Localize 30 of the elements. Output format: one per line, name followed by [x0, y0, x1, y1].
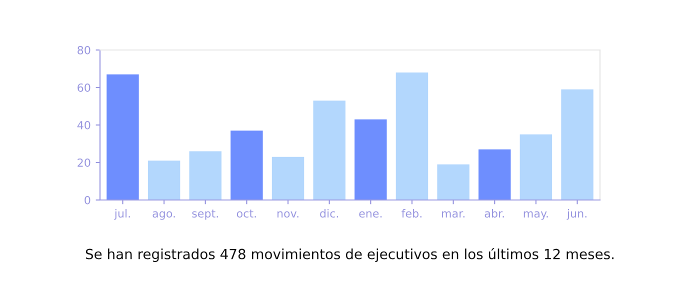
x-tick-label: nov. [277, 211, 298, 218]
text: Se han registrados 478 movimientos de ejecutivos en los últimos 12 meses. [86, 248, 614, 262]
bar [189, 151, 222, 200]
x-tick-label: feb. [402, 209, 422, 218]
x-tick-label: ago. [152, 211, 175, 220]
y-tick-label: 0 [84, 196, 90, 204]
x-tick-label: jun. [566, 209, 586, 220]
x-tick-label: sept. [192, 210, 218, 220]
x-tick-label: jul. [114, 209, 130, 220]
bar [561, 89, 594, 200]
x-tick-label: oct. [236, 210, 256, 218]
bar [396, 72, 428, 200]
bar [148, 160, 180, 200]
bar [354, 119, 387, 200]
y-tick-label: 40 [77, 120, 90, 130]
x-tick-label: mar. [442, 211, 464, 218]
y-tick-label: 60 [78, 83, 90, 92]
y-tick-label: 20 [78, 158, 90, 167]
x-tick-label: dic. [320, 209, 338, 218]
bar [106, 74, 139, 200]
bar [478, 149, 511, 200]
bar [437, 164, 470, 200]
bar [230, 130, 263, 200]
y-tick-label: 80 [78, 46, 90, 54]
bar [313, 100, 346, 200]
x-tick-label: ene. [359, 211, 382, 218]
x-tick-label: may. [524, 211, 548, 220]
x-tick-label: abr. [484, 209, 504, 218]
bar [272, 156, 304, 200]
bar [520, 134, 552, 200]
